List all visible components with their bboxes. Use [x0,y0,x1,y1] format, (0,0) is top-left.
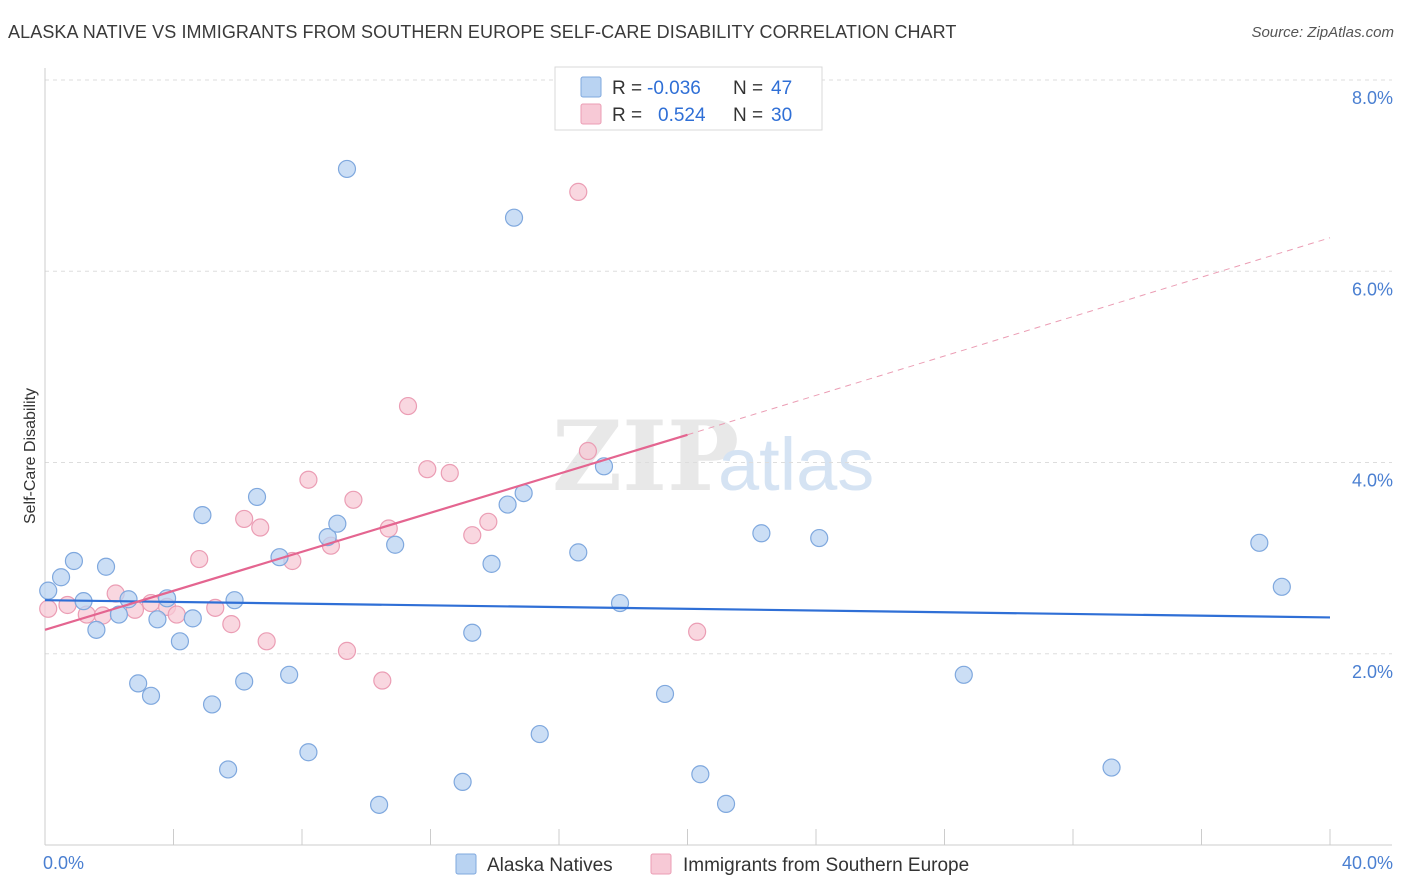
axes [44,68,1392,846]
point-southern-europe-1 [58,595,77,615]
legend-r-label-2: R = [612,105,642,126]
point-alaska-14 [193,505,212,525]
point-alaska-25 [337,159,357,179]
point-alaska-5 [96,557,116,576]
point-alaska-26 [370,795,389,814]
watermark-zip: ZIP [552,400,739,513]
point-alaska-6 [109,605,128,624]
point-alaska-30 [482,554,501,573]
point-alaska-2 [64,551,84,571]
series-label-southern-europe: Immigrants from Southern Europe [683,855,969,876]
point-alaska-44 [1102,758,1121,777]
point-alaska-16 [219,760,238,779]
point-alaska-40 [716,794,736,813]
point-alaska-15 [202,695,222,714]
x-tick-labels: 0.0% 40.0% [43,853,1393,873]
point-southern-europe-19 [344,490,363,509]
trend-extension-southern-europe [687,237,1331,436]
point-alaska-29 [463,623,482,642]
point-alaska-46 [1272,577,1291,596]
source-label: Source: ZipAtlas.com [1251,24,1394,41]
point-alaska-38 [655,684,675,704]
legend-r-label-1: R = [612,78,642,99]
point-alaska-31 [498,495,517,514]
correlation-legend: R = -0.036 N = 47 R = 0.524 N = 30 [554,66,823,131]
point-alaska-41 [752,524,771,543]
x-tick-label-0: 0.0% [43,853,84,873]
point-southern-europe-18 [337,641,357,660]
point-alaska-18 [235,672,254,691]
point-alaska-1 [51,568,71,587]
point-alaska-17 [225,591,244,610]
trend-lines [44,237,1331,631]
point-alaska-8 [129,674,148,693]
point-alaska-13 [183,609,202,628]
point-southern-europe-27 [578,441,598,461]
point-southern-europe-20 [373,671,392,690]
point-alaska-32 [504,208,524,227]
chart-title: ALASKA NATIVE VS IMMIGRANTS FROM SOUTHER… [8,22,957,42]
point-alaska-12 [170,632,190,651]
y-axis-label: Self-Care Disability [22,388,39,524]
point-southern-europe-24 [440,463,459,483]
point-alaska-23 [318,527,337,547]
legend-n-label-2: N = [733,105,763,126]
watermark: ZIP atlas [552,400,874,513]
legend-n-value-1: 47 [771,78,792,99]
point-southern-europe-26 [479,512,498,531]
legend-n-value-2: 30 [771,105,792,126]
series-swatch-southern-europe [650,853,672,875]
point-alaska-42 [810,528,829,548]
point-southern-europe-8 [167,605,186,624]
series-legend: Alaska Natives Immigrants from Southern … [455,853,969,876]
point-alaska-10 [148,610,167,629]
point-alaska-28 [453,772,472,791]
point-alaska-21 [280,665,299,684]
point-southern-europe-16 [299,470,318,489]
y-tick-labels: 2.0% 4.0% 6.0% 8.0% [1352,88,1393,682]
point-southern-europe-25 [463,526,482,545]
point-alaska-22 [299,743,318,762]
legend-n-label-1: N = [733,78,763,99]
point-alaska-43 [954,665,973,684]
point-alaska-24 [328,514,347,533]
point-southern-europe-9 [190,549,209,569]
trend-line-alaska-natives [44,599,1331,619]
y-tick-label-3: 8.0% [1352,88,1393,108]
point-southern-europe-14 [257,632,276,651]
y-tick-label-0: 2.0% [1352,662,1393,682]
point-alaska-35 [569,543,588,562]
series-swatch-alaska-natives [455,853,477,875]
legend-swatch-blue [580,76,602,98]
legend-r-value-1: -0.036 [647,78,701,99]
point-alaska-45 [1250,533,1269,552]
series-label-alaska-natives: Alaska Natives [487,855,613,876]
watermark-atlas: atlas [718,423,874,506]
y-tick-label-2: 6.0% [1352,279,1393,299]
point-southern-europe-12 [235,509,254,529]
point-alaska-39 [691,765,710,784]
point-southern-europe-0 [39,599,58,618]
point-southern-europe-29 [688,622,707,641]
legend-swatch-pink [580,103,602,125]
data-points [39,159,1291,814]
point-alaska-19 [247,487,267,507]
point-alaska-27 [386,535,405,554]
point-southern-europe-11 [222,615,241,634]
point-southern-europe-23 [418,460,437,479]
point-alaska-4 [87,620,106,639]
point-southern-europe-28 [569,182,588,201]
x-tick-label-1: 40.0% [1342,853,1393,873]
point-alaska-9 [141,686,161,705]
point-alaska-34 [530,724,549,744]
point-southern-europe-22 [398,396,418,416]
point-southern-europe-13 [251,518,270,537]
point-alaska-0 [39,581,58,600]
trend-line-southern-europe [44,433,688,631]
legend-r-value-2: 0.524 [658,105,706,126]
y-tick-label-1: 4.0% [1352,471,1393,491]
